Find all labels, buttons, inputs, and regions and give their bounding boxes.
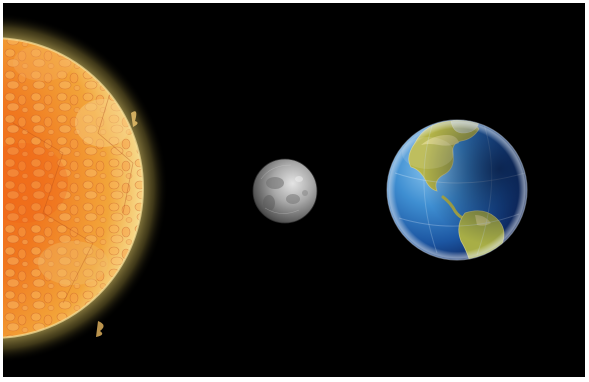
space-background xyxy=(3,3,585,377)
earth xyxy=(386,119,528,261)
moon xyxy=(252,158,318,224)
solar-scene xyxy=(3,13,528,363)
sun xyxy=(3,13,168,363)
